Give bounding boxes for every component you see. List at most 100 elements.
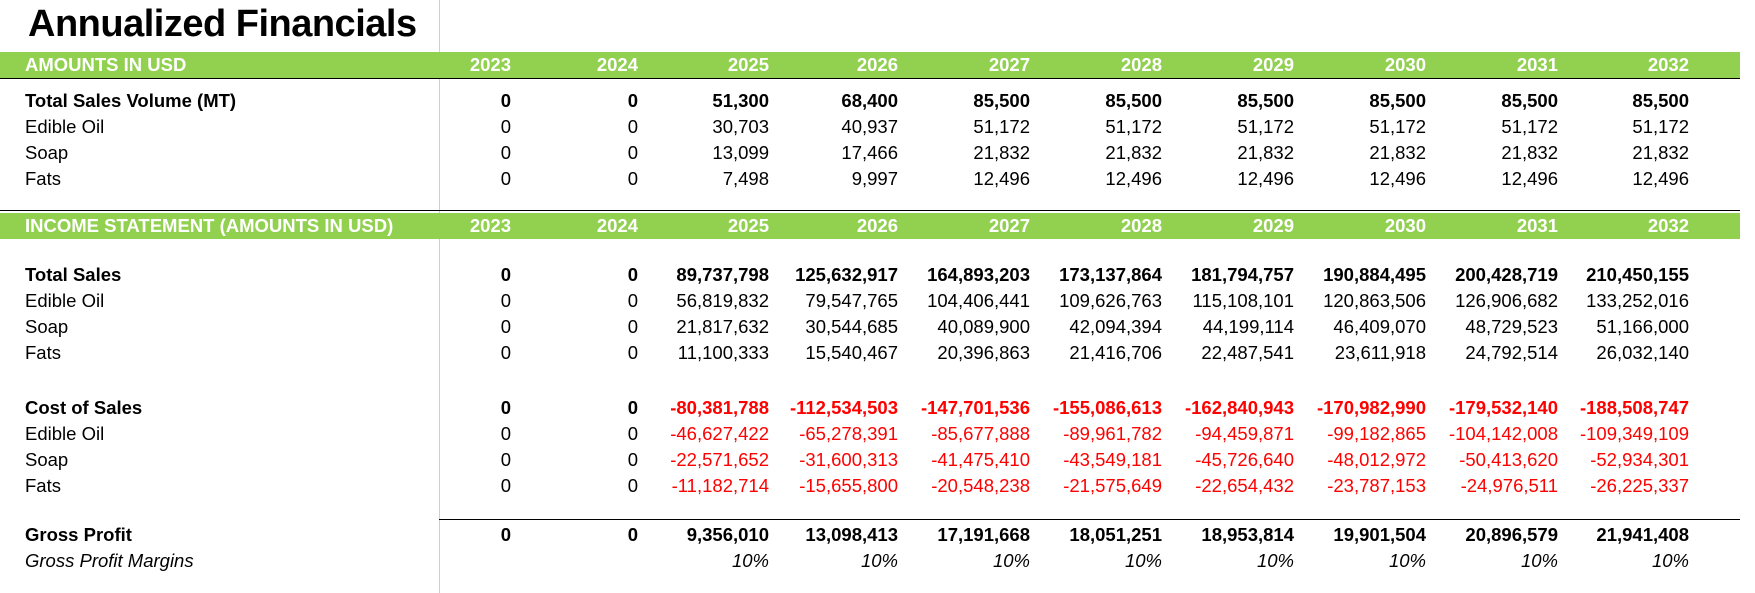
year-header: 2029 <box>1252 215 1294 236</box>
table-row: Gross Profit Margins 10% 10% 10% 10% 10% 10% 10… <box>0 548 1740 574</box>
value-cell: 0 <box>627 449 638 470</box>
value-cell: 30,703 <box>712 116 769 137</box>
value-cell: 48,729,523 <box>1465 316 1558 337</box>
value-cell: -15,655,800 <box>799 475 898 496</box>
value-cell: 12,496 <box>1369 168 1426 189</box>
value-cell: 0 <box>500 142 511 163</box>
year-header: 2029 <box>1252 54 1294 75</box>
value-cell: 173,137,864 <box>1059 264 1162 285</box>
value-cell: 44,199,114 <box>1202 316 1294 337</box>
value-cell: 10% <box>992 550 1030 571</box>
value-cell: -24,976,511 <box>1460 475 1558 496</box>
year-header: 2030 <box>1384 54 1426 75</box>
row-label: Fats <box>25 168 61 189</box>
value-cell: 125,632,917 <box>795 264 898 285</box>
value-cell: 51,172 <box>1105 116 1162 137</box>
value-cell: -179,532,140 <box>1448 397 1558 418</box>
value-cell: 18,051,251 <box>1069 524 1162 545</box>
value-cell: 21,832 <box>973 142 1030 163</box>
row-label: Edible Oil <box>25 423 105 444</box>
value-cell: 46,409,070 <box>1333 316 1426 337</box>
table-row: Edible Oil 0 0 56,819,832 79,547,765 104,406,… <box>0 288 1740 314</box>
table-row: Edible Oil 0 0 30,703 40,937 51,172 51,172 51,1… <box>0 114 1740 140</box>
value-cell: 24,792,514 <box>1465 342 1558 363</box>
row-label: Fats <box>25 342 61 363</box>
value-cell: 120,863,506 <box>1323 290 1426 311</box>
value-cell: -31,600,313 <box>799 449 898 470</box>
table-row: Gross Profit 0 0 9,356,010 13,098,413 17,191,… <box>0 522 1740 548</box>
value-cell: 210,450,155 <box>1586 264 1689 285</box>
value-cell: 21,817,632 <box>676 316 769 337</box>
value-cell: 23,611,918 <box>1334 342 1426 363</box>
value-cell: -22,654,432 <box>1195 475 1294 496</box>
year-header: 2031 <box>1516 54 1558 75</box>
value-cell: 51,172 <box>1237 116 1294 137</box>
value-cell: 0 <box>500 524 511 545</box>
value-cell: 10% <box>1124 550 1162 571</box>
value-cell: 40,089,900 <box>937 316 1030 337</box>
row-label: Soap <box>25 142 69 163</box>
value-cell: 10% <box>1651 550 1689 571</box>
value-cell <box>498 548 638 574</box>
value-cell: 12,496 <box>1105 168 1162 189</box>
value-cell: 0 <box>627 423 638 444</box>
value-cell: -46,627,422 <box>670 423 769 444</box>
value-cell: 133,252,016 <box>1586 290 1689 311</box>
year-header: 2023 <box>469 215 511 236</box>
value-cell: 0 <box>627 168 638 189</box>
row-label: Edible Oil <box>25 290 105 311</box>
row-label: Soap <box>25 449 69 470</box>
value-cell: 13,098,413 <box>805 524 898 545</box>
value-cell: 21,832 <box>1632 142 1689 163</box>
section-header-band: INCOME STATEMENT (AMOUNTS IN USD) 2023 20… <box>0 213 1740 239</box>
value-cell: 51,300 <box>712 90 769 111</box>
year-header: 2023 <box>469 54 511 75</box>
value-cell: 0 <box>500 342 511 363</box>
year-header: 2025 <box>727 215 769 236</box>
value-cell: 68,400 <box>841 90 898 111</box>
value-cell: 190,884,495 <box>1323 264 1426 285</box>
value-cell: 0 <box>627 397 638 418</box>
value-cell: 0 <box>500 397 511 418</box>
value-cell: -188,508,747 <box>1579 397 1689 418</box>
value-cell: 0 <box>500 290 511 311</box>
value-cell: 0 <box>500 423 511 444</box>
value-cell: 85,500 <box>1501 90 1558 111</box>
value-cell: 22,487,541 <box>1201 342 1294 363</box>
section-header-band: AMOUNTS IN USD 2023 2024 2025 2026 2027 2028 2… <box>0 52 1740 78</box>
value-cell: -80,381,788 <box>670 397 769 418</box>
value-cell: 26,032,140 <box>1596 342 1689 363</box>
row-label: Fats <box>25 475 61 496</box>
value-cell: 0 <box>627 264 638 285</box>
value-cell: 0 <box>627 316 638 337</box>
value-cell <box>371 548 511 574</box>
value-cell: 12,496 <box>1237 168 1294 189</box>
row-label: Cost of Sales <box>25 397 143 418</box>
value-cell: -26,225,337 <box>1590 475 1689 496</box>
value-cell: -170,982,990 <box>1316 397 1426 418</box>
value-cell: -22,571,652 <box>670 449 769 470</box>
table-row: Fats 0 0 11,100,333 15,540,467 20,396,863 21,4… <box>0 340 1740 366</box>
table-row: Soap 0 0 -22,571,652 -31,600,313 -41,475,410 -… <box>0 447 1740 473</box>
value-cell: 0 <box>500 264 511 285</box>
value-cell: 0 <box>500 475 511 496</box>
value-cell: -89,961,782 <box>1063 423 1162 444</box>
value-cell: -112,534,503 <box>789 397 898 418</box>
value-cell: 10% <box>860 550 898 571</box>
value-cell: 30,544,685 <box>805 316 898 337</box>
value-cell: -20,548,238 <box>931 475 1030 496</box>
value-cell: 0 <box>627 524 638 545</box>
value-cell: 51,172 <box>1632 116 1689 137</box>
value-cell: 21,941,408 <box>1596 524 1689 545</box>
year-header: 2028 <box>1120 54 1162 75</box>
gross-profit-rule <box>439 519 1740 520</box>
value-cell: 85,500 <box>1369 90 1426 111</box>
value-cell: 21,832 <box>1369 142 1426 163</box>
value-cell: 11,100,333 <box>677 342 769 363</box>
value-cell: -21,575,649 <box>1063 475 1162 496</box>
year-header: 2027 <box>988 54 1030 75</box>
value-cell: 0 <box>500 116 511 137</box>
section-divider <box>0 210 1740 211</box>
value-cell: -50,413,620 <box>1459 449 1558 470</box>
value-cell: 17,466 <box>841 142 898 163</box>
